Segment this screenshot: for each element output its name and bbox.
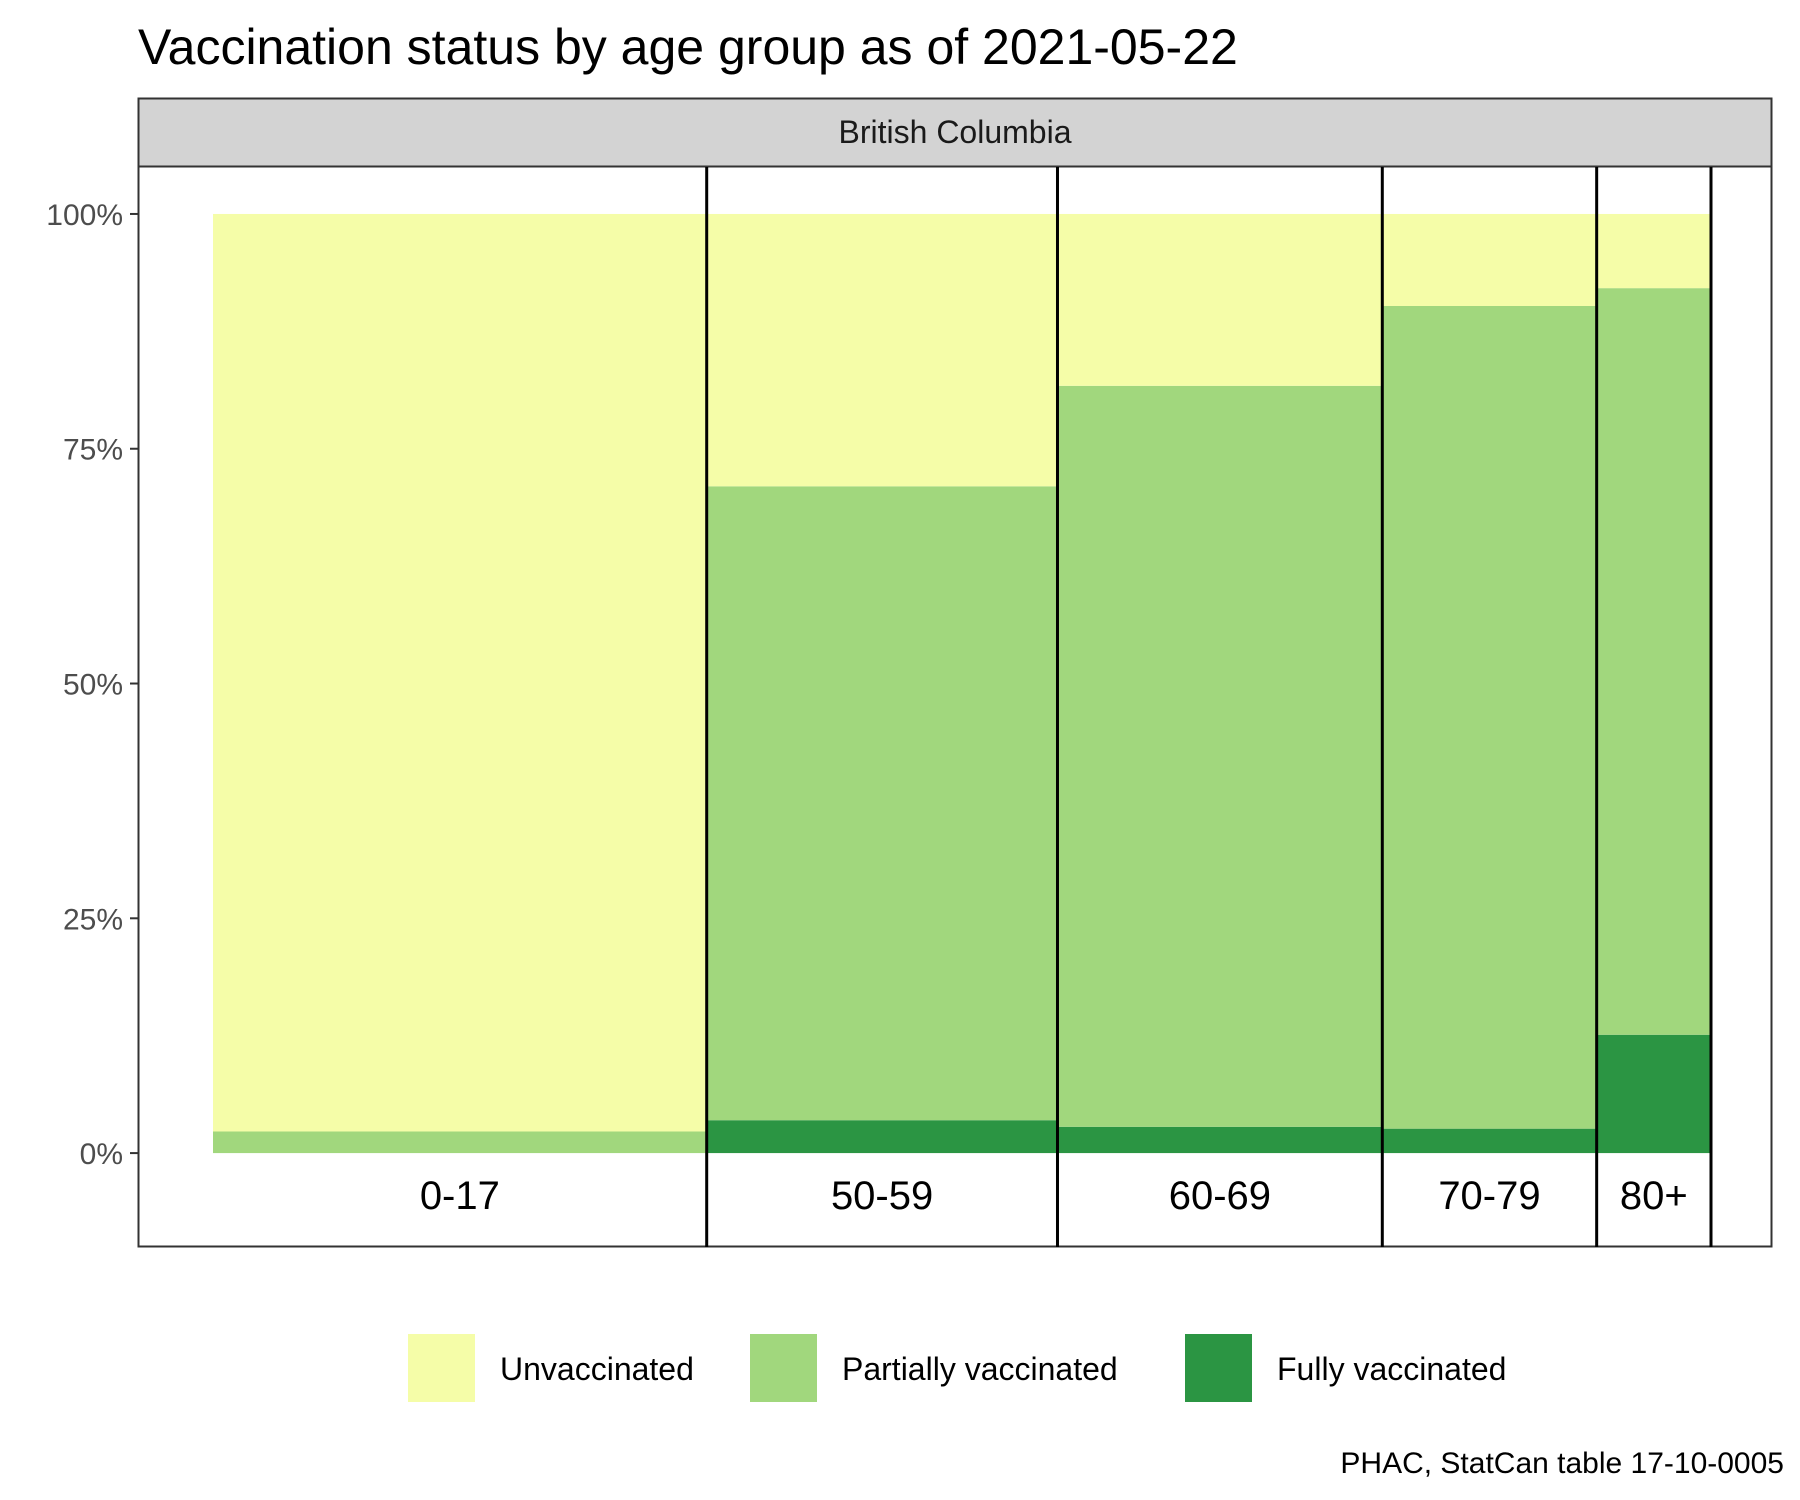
legend-label-partially-vaccinated: Partially vaccinated xyxy=(842,1351,1118,1387)
facet-label: British Columbia xyxy=(839,114,1072,150)
bar-partially-vaccinated-50-59 xyxy=(706,486,1058,1121)
legend-key-partially-vaccinated xyxy=(750,1334,817,1402)
legend-key-unvaccinated xyxy=(408,1334,475,1402)
bar-partially-vaccinated-80+ xyxy=(1596,288,1711,1035)
bar-fully-vaccinated-80+ xyxy=(1596,1034,1711,1154)
legend-label-unvaccinated: Unvaccinated xyxy=(500,1351,694,1387)
y-tick-label: 100% xyxy=(46,199,123,232)
category-label-60-69: 60-69 xyxy=(1169,1174,1271,1218)
chart-title: Vaccination status by age group as of 20… xyxy=(138,19,1238,75)
y-tick-label: 25% xyxy=(63,903,123,936)
category-labels: 0-17 50-59 60-69 70-79 80+ xyxy=(420,1174,1688,1218)
bar-unvaccinated-80+ xyxy=(1596,213,1711,289)
bar-unvaccinated-50-59 xyxy=(706,213,1058,487)
legend: Unvaccinated Partially vaccinated Fully va… xyxy=(408,1334,1506,1402)
bar-partially-vaccinated-70-79 xyxy=(1382,305,1597,1129)
y-axis: 0% 25% 50% 75% 100% xyxy=(46,199,139,1171)
legend-label-fully-vaccinated: Fully vaccinated xyxy=(1277,1351,1506,1387)
dividers-layer xyxy=(705,167,1713,1247)
bar-fully-vaccinated-50-59 xyxy=(706,1120,1058,1154)
bars-layer xyxy=(213,213,1711,1154)
bar-unvaccinated-0-17 xyxy=(213,213,707,1132)
bar-fully-vaccinated-70-79 xyxy=(1382,1128,1597,1154)
legend-key-fully-vaccinated xyxy=(1185,1334,1252,1402)
y-tick-label: 0% xyxy=(80,1138,123,1171)
bar-partially-vaccinated-60-69 xyxy=(1057,385,1383,1127)
bar-unvaccinated-70-79 xyxy=(1382,213,1597,306)
category-label-0-17: 0-17 xyxy=(420,1174,500,1218)
bar-partially-vaccinated-0-17 xyxy=(213,1131,707,1154)
y-tick-label: 50% xyxy=(63,669,123,702)
category-label-70-79: 70-79 xyxy=(1438,1174,1540,1218)
category-label-80+: 80+ xyxy=(1620,1174,1688,1218)
facet-strip xyxy=(137,97,1773,168)
category-label-50-59: 50-59 xyxy=(831,1174,933,1218)
bar-fully-vaccinated-60-69 xyxy=(1057,1126,1383,1154)
y-tick-label: 75% xyxy=(63,434,123,467)
chart-caption: PHAC, StatCan table 17-10-0005 xyxy=(1340,1447,1784,1480)
bar-unvaccinated-60-69 xyxy=(1057,213,1383,386)
